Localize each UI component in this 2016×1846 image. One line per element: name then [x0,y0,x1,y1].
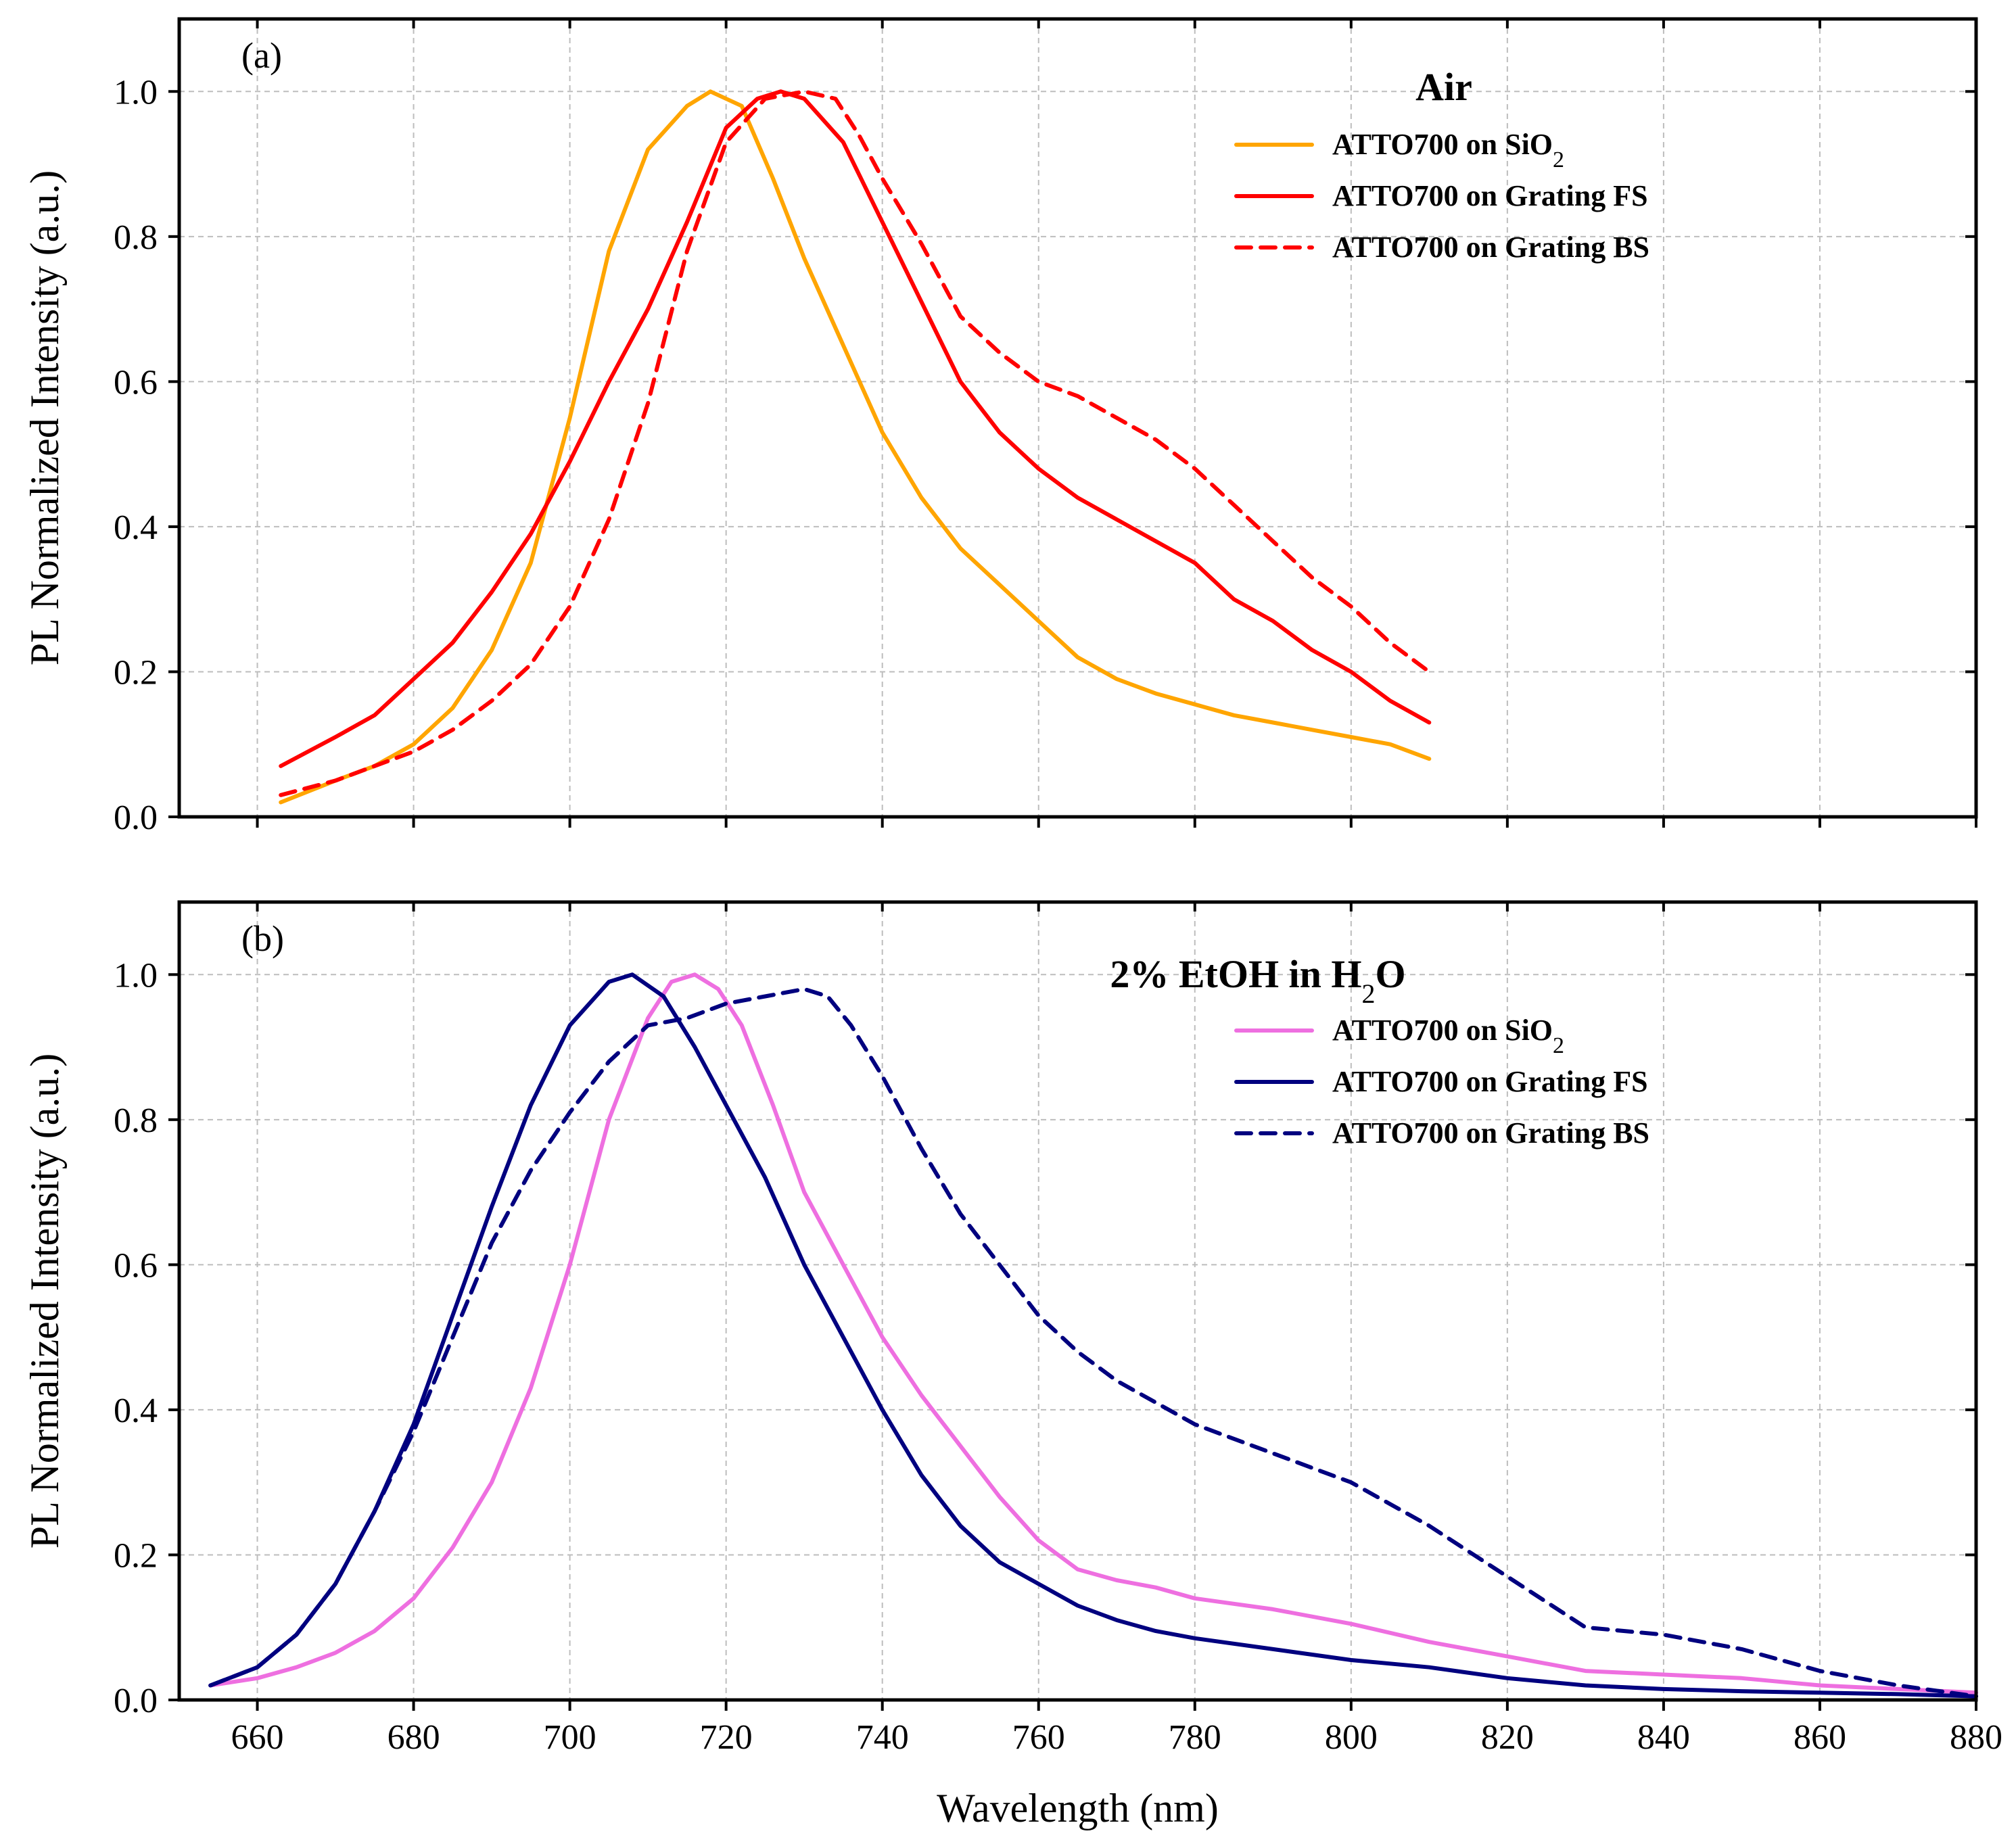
y-tick-label: 1.0 [114,73,158,112]
legend-label-a-0: ATTO700 on SiO2 [1332,128,1564,172]
panel-b-y-axis-label: PL Normalized Intensity (a.u.) [22,1054,67,1549]
panel-a-y-tick-labels: 0.0 0.2 0.4 0.6 0.8 1.0 [114,73,158,837]
panel-b-legend-title-main: 2% EtOH in H [1110,952,1361,996]
legend-label-b-1-main: ATTO700 on Grating FS [1332,1065,1648,1098]
panel-a-legend-title: Air [1415,65,1472,109]
panel-a-legend-title-main: Air [1415,65,1472,109]
panel-b-frame [177,900,1978,1702]
panel-a: 0.0 0.2 0.4 0.6 0.8 1.0 PL Normalized Intensi… [22,17,1978,837]
x-tick-label: 860 [1794,1718,1846,1757]
x-tick-label: 740 [856,1718,909,1757]
legend-label-b-0-sub: 2 [1553,1033,1564,1058]
y-tick-label: 0.4 [114,1392,158,1430]
panel-b-x-axis-label: Wavelength (nm) [937,1786,1219,1830]
y-tick-label: 0.6 [114,363,158,402]
legend-label-a-2: ATTO700 on Grating BS [1332,231,1649,264]
series-line-a-1 [279,89,1432,768]
panel-b-legend-title: 2% EtOH in H2O [1110,952,1405,1009]
y-tick-label: 0.2 [114,1536,158,1575]
series-line-a-0 [279,89,1432,805]
y-tick-label: 0.6 [114,1246,158,1285]
legend-label-a-1: ATTO700 on Grating FS [1332,179,1648,212]
series-line-b-0 [208,972,1978,1695]
legend-label-b-0: ATTO700 on SiO2 [1332,1014,1564,1058]
legend-label-b-2-main: ATTO700 on Grating BS [1332,1116,1649,1150]
panel-b-x-tick-labels: 660 680 700 720 740 760 780 800 820 840 860 880 [231,1718,2002,1757]
x-tick-label: 880 [1950,1718,2002,1757]
x-tick-label: 660 [231,1718,284,1757]
y-tick-label: 0.8 [114,218,158,257]
panel-b-legend: ATTO700 on SiO2 ATTO700 on Grating FS ATTO… [1234,1014,1649,1150]
panel-b: 0.0 0.2 0.4 0.6 0.8 1.0 660 680 700 720 740 760 780… [22,900,2002,1830]
panel-b-legend-title-post: O [1376,952,1406,996]
panel-a-ticks [168,19,1977,828]
panel-b-label: (b) [241,918,284,959]
panel-b-y-tick-labels: 0.0 0.2 0.4 0.6 0.8 1.0 [114,956,158,1720]
y-tick-label: 0.8 [114,1102,158,1140]
series-line-a-2 [279,89,1432,797]
legend-label-b-2: ATTO700 on Grating BS [1332,1116,1649,1150]
panel-a-frame [177,17,1978,819]
panel-a-series [279,89,1432,805]
y-tick-label: 0.4 [114,508,158,547]
legend-label-a-0-main: ATTO700 on SiO [1332,128,1553,161]
series-line-b-2 [208,987,1978,1699]
x-tick-label: 720 [700,1718,753,1757]
legend-label-a-1-main: ATTO700 on Grating FS [1332,179,1648,212]
x-tick-label: 840 [1637,1718,1690,1757]
x-tick-label: 680 [388,1718,440,1757]
panel-b-legend-title-sub: 2 [1362,978,1376,1009]
panel-a-y-axis-label: PL Normalized Intensity (a.u.) [22,170,67,666]
legend-label-a-2-main: ATTO700 on Grating BS [1332,231,1649,264]
panel-a-legend: ATTO700 on SiO2 ATTO700 on Grating FS ATTO… [1234,128,1649,264]
y-tick-label: 1.0 [114,956,158,995]
panel-a-label: (a) [241,35,282,76]
x-tick-label: 800 [1325,1718,1378,1757]
panel-a-grid [179,19,1977,817]
y-tick-label: 0.2 [114,653,158,692]
legend-label-a-0-sub: 2 [1553,147,1564,172]
panel-b-ticks [168,902,1977,1711]
x-tick-label: 780 [1169,1718,1221,1757]
x-tick-label: 760 [1012,1718,1065,1757]
series-line-b-1 [208,972,1978,1699]
panel-b-series [208,972,1978,1699]
x-tick-label: 820 [1481,1718,1534,1757]
legend-label-b-1: ATTO700 on Grating FS [1332,1065,1648,1098]
y-tick-label: 0.0 [114,1682,158,1720]
x-tick-label: 700 [544,1718,596,1757]
legend-label-b-0-main: ATTO700 on SiO [1332,1014,1553,1047]
y-tick-label: 0.0 [114,799,158,837]
